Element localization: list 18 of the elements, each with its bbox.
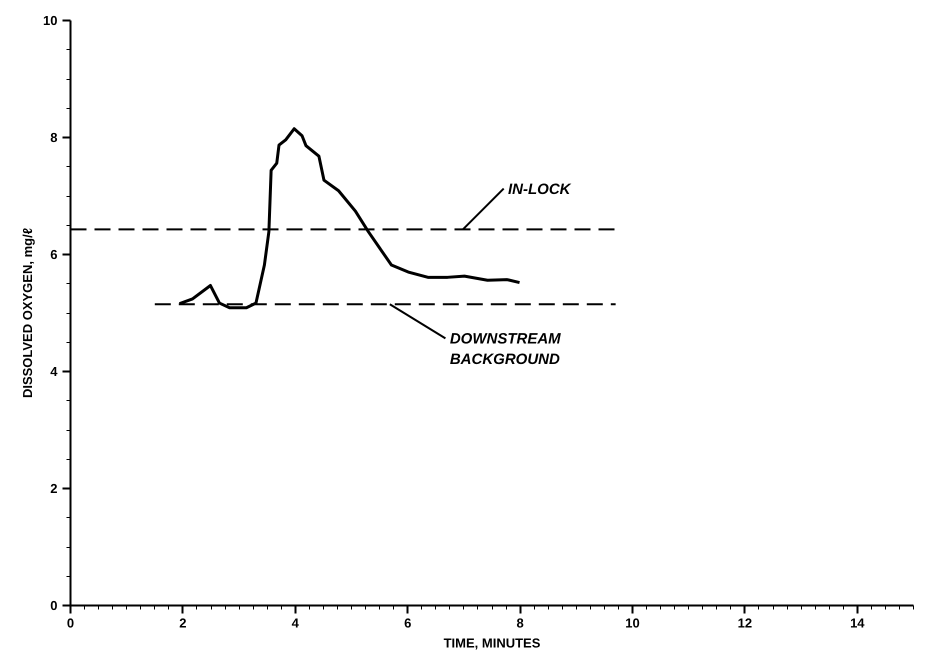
y-tick-label: 10	[43, 13, 58, 28]
text: IN-LOCK	[508, 180, 572, 198]
y-tick-label: 0	[50, 598, 58, 613]
x-tick-label: 10	[625, 616, 640, 630]
x-tick-label: 8	[516, 616, 524, 630]
y-tick-label: 8	[50, 130, 58, 145]
series-label: DOWNSTREAM BACKGROUND	[450, 330, 562, 368]
y-axis-title: DISSOLVED OXYGEN, mg/ℓ	[20, 228, 36, 398]
y-tick-label: 2	[50, 481, 58, 496]
x-tick-label: 12	[738, 616, 752, 630]
x-tick-label: 14	[850, 616, 866, 630]
x-tick-label: 4	[292, 616, 300, 630]
y-tick-label: 4	[50, 364, 58, 379]
x-axis-title: TIME, MINUTES	[444, 636, 541, 650]
y-tick-label: 6	[50, 247, 58, 262]
x-tick-label: 0	[66, 616, 74, 630]
x-tick-label: 2	[179, 616, 187, 630]
x-tick-label: 6	[404, 616, 412, 630]
